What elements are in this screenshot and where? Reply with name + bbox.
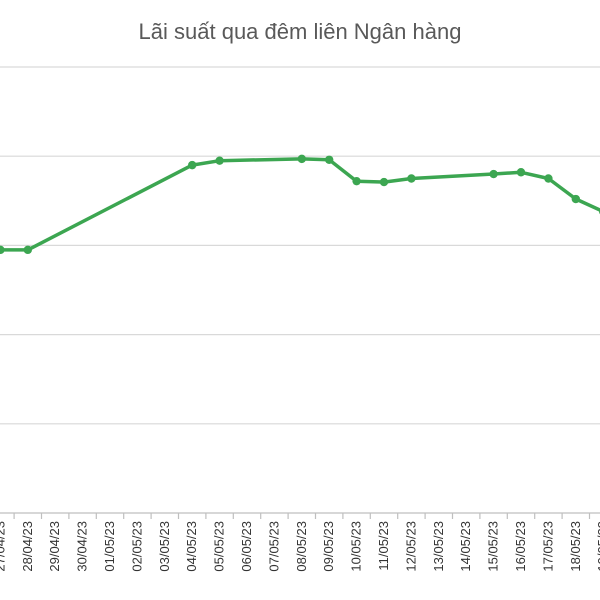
x-tick-label: 14/05/23 xyxy=(458,521,473,572)
x-tick-label: 01/05/23 xyxy=(102,521,117,572)
series-layer xyxy=(0,154,600,255)
data-point xyxy=(544,174,553,183)
x-axis: 27/04/23 28/04/23 29/04/23 30/04/23 01/05/23… xyxy=(0,512,600,572)
data-point xyxy=(297,154,306,164)
x-tick-label: 10/05/23 xyxy=(349,521,364,572)
x-tick-label: 06/05/23 xyxy=(239,521,254,572)
x-tick-label: 30/04/23 xyxy=(75,521,90,572)
data-point xyxy=(407,174,416,183)
x-tick-label: 17/05/23 xyxy=(540,521,555,572)
data-point xyxy=(215,156,224,165)
data-point xyxy=(325,155,334,164)
data-point xyxy=(516,168,526,177)
x-tick-label: 29/04/23 xyxy=(47,521,62,572)
data-point xyxy=(188,160,197,170)
x-tick-label: 15/05/23 xyxy=(486,521,501,572)
x-tick-label: 11/05/23 xyxy=(376,521,391,571)
data-point xyxy=(571,194,580,204)
x-tick-label: 03/05/23 xyxy=(157,521,172,572)
data-point xyxy=(352,176,361,186)
data-point xyxy=(379,177,389,187)
data-point xyxy=(0,245,5,255)
x-tick-label: 08/05/23 xyxy=(294,521,309,572)
x-tick-label: 02/05/23 xyxy=(129,521,144,572)
x-tick-label: 19/05/23 xyxy=(595,521,600,572)
series-line-0 xyxy=(0,157,600,252)
gridlines xyxy=(0,66,600,425)
x-tick-label: 12/05/23 xyxy=(403,521,418,572)
x-tick-label: 07/05/23 xyxy=(266,521,281,572)
x-tick-label: 09/05/23 xyxy=(321,521,336,572)
chart-title: Lãi suất qua đêm liên Ngân hàng xyxy=(139,19,462,44)
x-tick-label: 16/05/23 xyxy=(513,521,528,572)
x-tick-label: 28/04/23 xyxy=(20,521,35,572)
x-tick-label: 18/05/23 xyxy=(568,521,583,572)
x-tick-label: 13/05/23 xyxy=(431,521,446,572)
x-tick-label: 27/04/23 xyxy=(0,521,7,572)
data-point xyxy=(23,245,32,255)
x-tick-label: 05/05/23 xyxy=(212,521,227,572)
data-point xyxy=(489,169,498,179)
x-tick-label: 04/05/23 xyxy=(184,521,199,572)
